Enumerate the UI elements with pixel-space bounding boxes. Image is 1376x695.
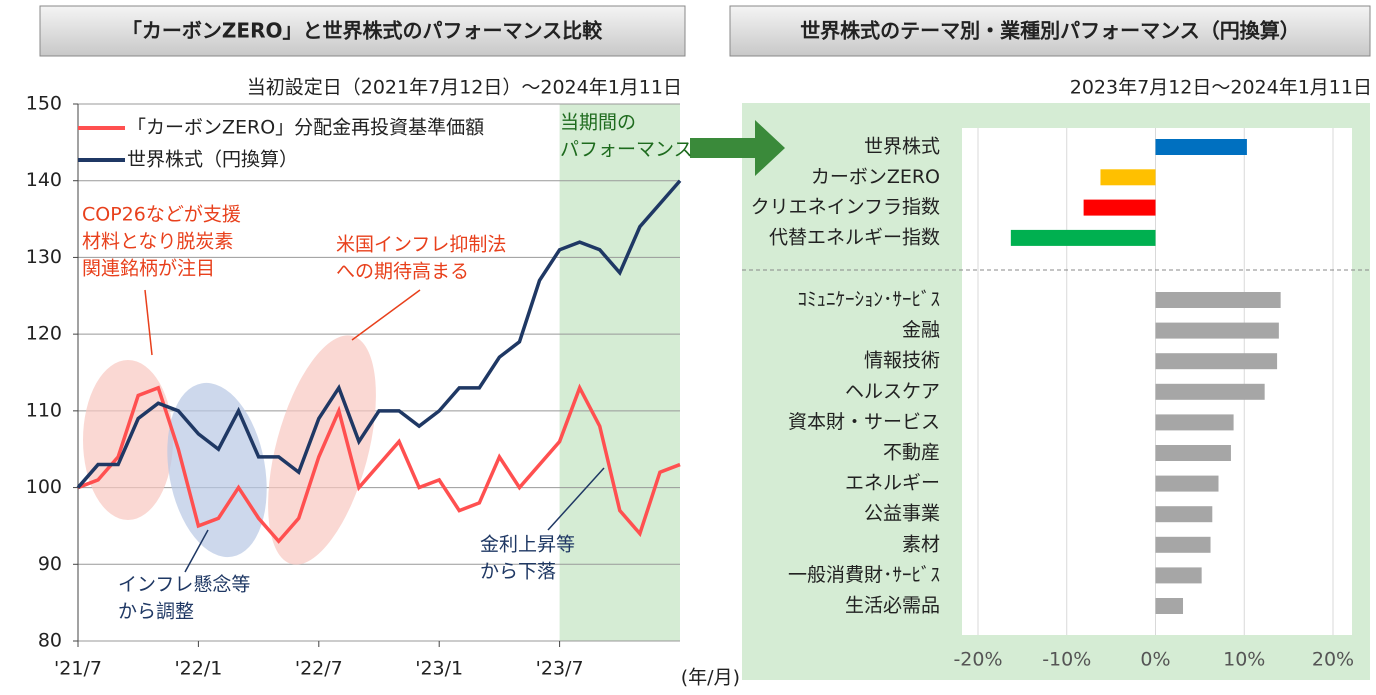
x-tick-label: '23/1 (415, 658, 463, 680)
y-tick-label: 100 (26, 476, 62, 498)
category-label: 世界株式 (864, 136, 940, 158)
highlight-label: 当期間の (560, 112, 636, 134)
category-label: 不動産 (883, 442, 940, 464)
category-label: 情報技術 (864, 350, 940, 372)
annotation: インフレ懸念等 (118, 573, 250, 596)
bar (1155, 536, 1211, 553)
legend-label: 世界株式（円換算） (127, 149, 298, 171)
category-label: エネルギー (845, 472, 940, 494)
legend-label: 「カーボンZERO」分配金再投資基準価額 (127, 117, 484, 139)
bar (1010, 229, 1156, 246)
annotation: 金利上昇等 (480, 534, 575, 556)
category-label: 金融 (902, 319, 940, 341)
category-label: クリエネインフラ指数 (751, 196, 940, 218)
title-banner (39, 5, 686, 57)
plot-bg (962, 128, 1352, 635)
bar (1155, 414, 1234, 431)
bar (1155, 598, 1184, 614)
x-tick-label: -10% (1042, 649, 1091, 671)
y-tick-label: 130 (26, 246, 62, 268)
annotation: への期待高まる (336, 261, 469, 283)
series-line (77, 383, 681, 544)
subtitle: 2023年7月12日～2024年1月11日 (1070, 77, 1372, 99)
bar (1155, 292, 1281, 308)
x-tick-label: 20% (1312, 649, 1354, 671)
category-label: 素材 (902, 533, 940, 555)
bar (1155, 139, 1247, 155)
category-label: ｺﾐｭﾆｹｰｼｮﾝ･ｻｰﾋﾞｽ (797, 289, 940, 311)
leader-line (144, 289, 153, 356)
annotation: 米国インフレ抑制法 (336, 234, 506, 256)
x-tick-label: '22/7 (295, 658, 343, 680)
x-tick-label: '23/7 (536, 658, 584, 680)
x-tick-label: '21/7 (54, 658, 102, 680)
category-label: 公益事業 (864, 503, 940, 525)
bar (1083, 199, 1156, 216)
bar (1155, 567, 1202, 584)
bar (1155, 475, 1219, 492)
x-tick-label: -20% (953, 649, 1002, 671)
bar (1155, 445, 1231, 461)
x-tick-label: 10% (1223, 649, 1265, 671)
y-tick-label: 150 (26, 93, 62, 115)
category-label: 一般消費財･ｻｰﾋﾞｽ (788, 564, 940, 586)
highlight-label: パフォーマンス (560, 139, 693, 161)
title-banner (729, 5, 1371, 57)
series-line (76, 179, 682, 489)
x-unit: (年/月) (681, 667, 740, 689)
x-tick-label: '22/1 (174, 658, 222, 680)
category-label: 生活必需品 (845, 595, 940, 617)
annotation: から調整 (118, 601, 194, 623)
bar (1155, 506, 1213, 523)
bar (1155, 353, 1278, 370)
chart-title: 世界株式のテーマ別・業種別パフォーマンス（円換算） (800, 19, 1300, 43)
y-tick-label: 80 (38, 630, 62, 652)
leader-line (351, 289, 421, 341)
annotation: 関連銘柄が注目 (82, 258, 215, 280)
bar (1155, 322, 1279, 339)
highlight-band (559, 104, 680, 641)
arrow (690, 120, 785, 176)
category-label: 代替エネルギー指数 (769, 226, 940, 248)
y-tick-label: 140 (26, 169, 62, 191)
y-tick-label: 90 (38, 553, 62, 575)
annotation: から下落 (480, 561, 556, 583)
chart-title: 「カーボンZERO」と世界株式のパフォーマンス比較 (122, 19, 603, 43)
leader-line (547, 467, 605, 531)
subtitle: 当初設定日（2021年7月12日）～2024年1月11日 (247, 77, 682, 99)
bar (1100, 169, 1156, 186)
leader-line (184, 529, 209, 573)
y-tick-label: 110 (26, 399, 62, 421)
category-label: カーボンZERO (811, 166, 940, 188)
annotation: 材料となり脱炭素 (82, 231, 233, 253)
annotation: COP26などが支援 (82, 204, 241, 226)
y-tick-label: 120 (26, 323, 62, 345)
x-tick-label: 0% (1140, 649, 1170, 671)
category-label: 資本財・サービス (788, 411, 940, 433)
category-label: ヘルスケア (845, 380, 940, 402)
highlight-ellipse (167, 382, 267, 558)
bar (1155, 383, 1265, 400)
